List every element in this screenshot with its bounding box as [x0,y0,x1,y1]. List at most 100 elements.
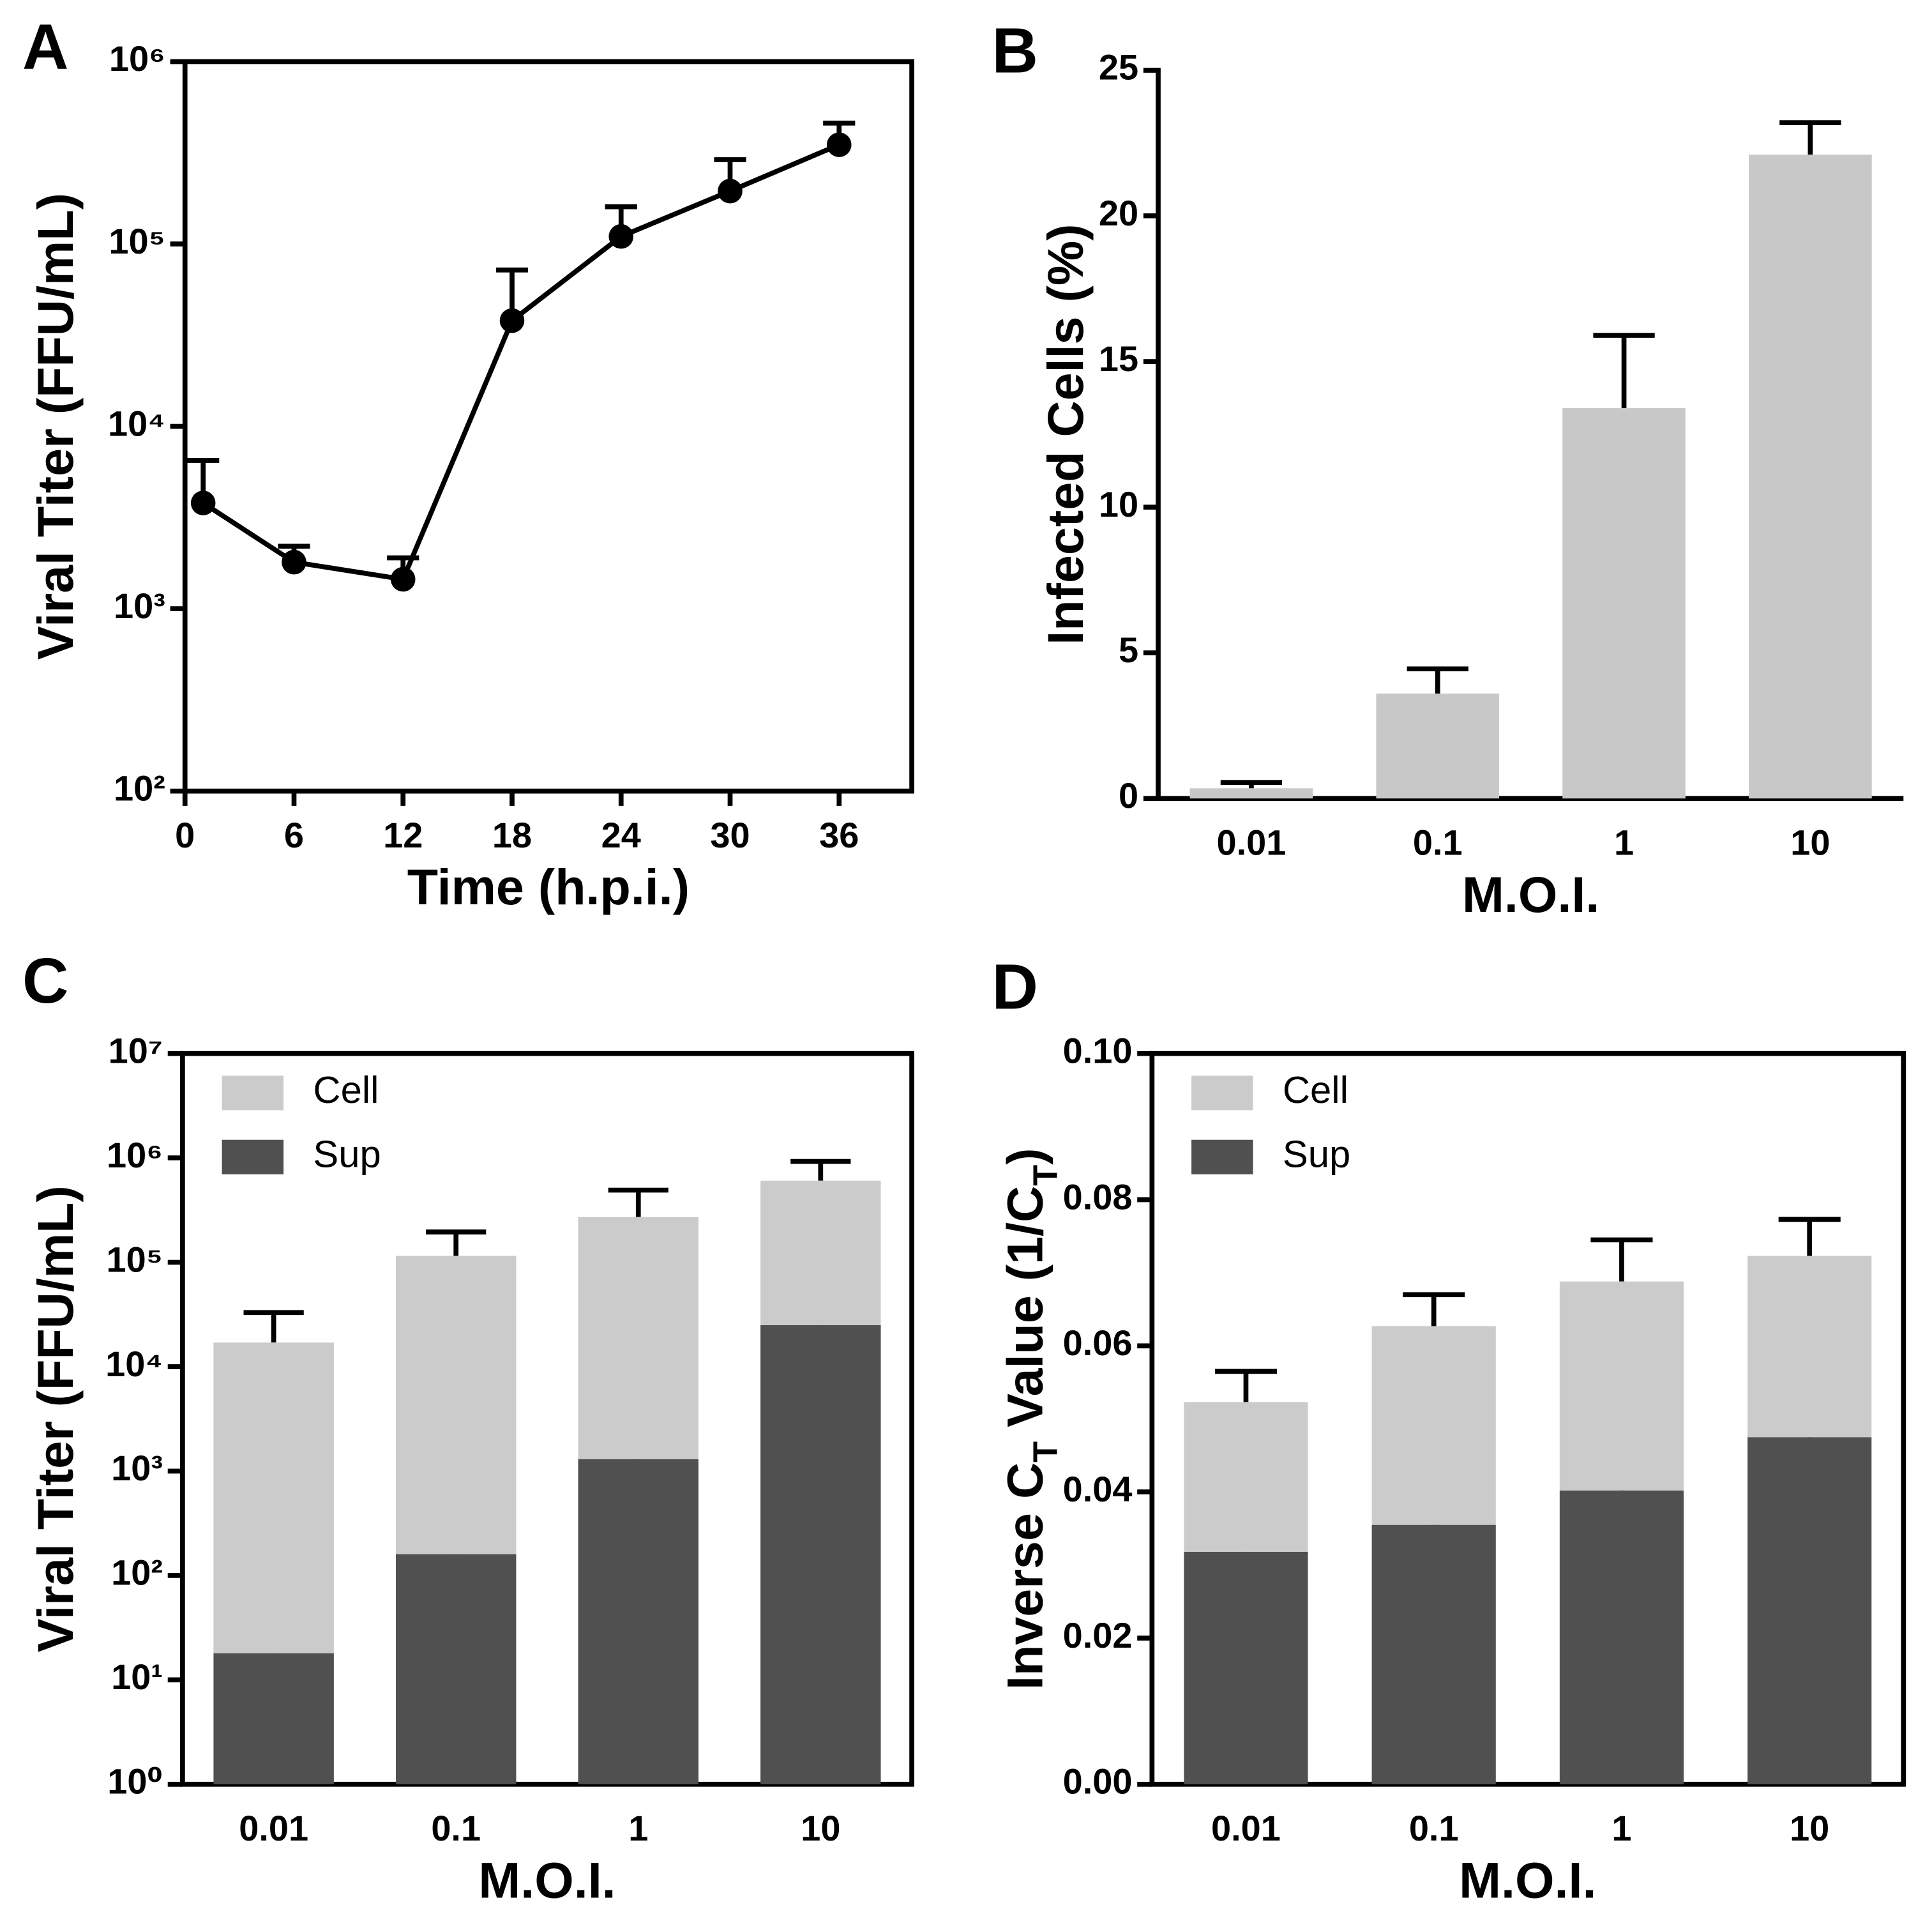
y-axis-label: Viral Titer (FFU/mL) [27,1185,84,1652]
y-tick-label: 0.02 [1063,1615,1133,1655]
bar [1749,155,1872,799]
x-tick-label: 0.01 [1216,822,1286,862]
y-tick-label: 0.08 [1063,1176,1133,1217]
marker [390,566,416,592]
bar-segment [760,1180,881,1325]
x-tick-label: 10 [1790,822,1830,862]
error-bar [426,1229,487,1256]
x-axis-label: M.O.I. [1462,866,1599,923]
x-tick-label: 0.1 [1413,822,1463,862]
y-axis-label: Infected Cells (%) [1037,224,1094,645]
y-tick-label: 20 [1099,193,1138,233]
x-axis-label: Time (h.p.i.) [407,858,690,915]
error-bar [1590,1237,1653,1282]
error-bar [608,1187,668,1217]
bar-segment [395,1256,517,1554]
panel: A 10² 10³ 10⁴ 10⁵ 10⁶ Time (h.p.i.) Viral Titer… [22,11,914,915]
error-bar [243,1310,304,1343]
bar-segment [578,1217,699,1459]
plot-frame [180,1051,914,1787]
bar-segment [1184,1402,1308,1552]
x-tick-label: 10 [801,1808,840,1848]
x-tick-label: 0.01 [1211,1808,1281,1848]
legend-swatch [1191,1139,1253,1174]
error-bar [1220,780,1283,789]
bar-segment [1184,1551,1308,1784]
y-axis-label-part: T [1027,1165,1065,1186]
legend-swatch [1191,1075,1253,1111]
error-bar [790,1158,851,1181]
y-tick-label: 10² [111,1553,163,1593]
y-axis-label-part: ) [996,1148,1053,1165]
marker [499,308,525,333]
y-axis-label-part: T [1027,1441,1065,1462]
x-tick-label: 0.1 [431,1808,481,1848]
y-tick-label: 10³ [114,586,165,626]
y-tick-label: 10² [114,768,165,808]
line [202,142,840,582]
y-tick-label: 0.04 [1063,1469,1133,1509]
bar-segment [395,1554,517,1784]
error-bar [1407,666,1468,694]
y-tick-label: 0.10 [1063,1030,1133,1070]
panel: D 0.00 0.02 0.04 0.06 0.08 0.10 M.O.I. Inverse C… [992,952,1906,1908]
x-tick-label: 0.1 [1409,1808,1459,1848]
y-axis-label-part: Value (1/C [996,1186,1053,1441]
x-tick-label: 0.01 [239,1808,308,1848]
y-tick-label: 10⁷ [109,1030,163,1070]
error-bar [1403,1292,1465,1326]
bar-segment [578,1459,699,1784]
x-tick-label: 30 [710,815,750,855]
error-bar [1593,333,1655,409]
marker [282,549,306,575]
y-axis-label-part: Inverse C [996,1462,1053,1690]
bar-segment [213,1342,334,1653]
y-tick-label: 10⁵ [107,1239,163,1279]
legend-swatch [222,1139,284,1174]
legend-label: Cell [1283,1068,1348,1111]
bar-segment [1559,1490,1684,1784]
y-tick-label: 25 [1099,47,1138,87]
y-tick-label: 10¹ [111,1657,163,1697]
bar-segment [1371,1326,1496,1525]
x-tick-label: 1 [1614,822,1634,862]
y-tick-label: 5 [1119,630,1138,670]
bar-segment [1747,1437,1872,1784]
panel: C 10⁰ 10¹ 10² 10³ 10⁴ 10⁵ 10⁶ 10⁷ M.O.I. Viral Tit… [22,945,914,1908]
y-tick-label: 10⁶ [107,1135,163,1175]
bar [1562,408,1686,799]
x-tick-label: 24 [601,815,641,855]
x-tick-label: 10 [1790,1808,1829,1848]
y-tick-label: 10⁰ [107,1761,163,1802]
y-tick-label: 10 [1099,484,1138,524]
bar [1189,788,1313,799]
bar-segment [213,1653,334,1784]
bar-segment [1371,1524,1496,1784]
marker [608,224,634,249]
error-bar [1214,1369,1278,1402]
panel-letter: A [22,11,68,83]
plot-frame [182,59,914,794]
y-axis-label: Viral Titer (FFU/mL) [27,193,84,660]
y-tick-label: 10⁶ [109,38,165,79]
marker [826,132,852,157]
y-tick-label: 15 [1099,338,1138,379]
panel-letter: C [22,945,68,1017]
error-bar [1779,120,1841,155]
y-tick-label: 0 [1119,775,1138,816]
y-tick-label: 10³ [111,1448,163,1488]
bar-segment [1747,1256,1872,1438]
legend-swatch [222,1075,284,1111]
legend-label: Cell [313,1068,379,1111]
panel-letter: D [992,952,1038,1023]
y-tick-label: 0.00 [1063,1761,1133,1802]
panel-letter: B [992,15,1038,86]
legend-label: Sup [1283,1133,1350,1176]
x-axis-label: M.O.I. [1459,1851,1596,1908]
error-bar [1778,1217,1841,1256]
panel: B 0 5 10 15 20 25 M.O.I. Infected Cells (%) 0.01 0… [992,15,1904,923]
bar [1376,694,1500,799]
legend-label: Sup [313,1133,381,1176]
marker [190,490,216,515]
